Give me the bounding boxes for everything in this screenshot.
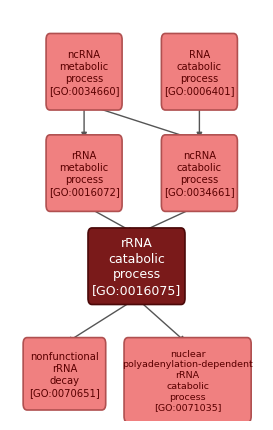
Text: ncRNA
metabolic
process
[GO:0034660]: ncRNA metabolic process [GO:0034660] [49,49,119,95]
Text: rRNA
catabolic
process
[GO:0016075]: rRNA catabolic process [GO:0016075] [92,237,181,296]
FancyBboxPatch shape [46,34,122,111]
FancyBboxPatch shape [46,135,122,212]
Text: RNA
catabolic
process
[GO:0006401]: RNA catabolic process [GO:0006401] [164,49,235,95]
Text: nonfunctional
rRNA
decay
[GO:0070651]: nonfunctional rRNA decay [GO:0070651] [29,351,100,397]
FancyBboxPatch shape [161,34,238,111]
Text: ncRNA
catabolic
process
[GO:0034661]: ncRNA catabolic process [GO:0034661] [164,151,235,197]
Text: rRNA
metabolic
process
[GO:0016072]: rRNA metabolic process [GO:0016072] [49,151,120,197]
FancyBboxPatch shape [161,135,238,212]
FancyBboxPatch shape [88,228,185,305]
FancyBboxPatch shape [23,338,106,410]
FancyBboxPatch shape [124,338,251,422]
Text: nuclear
polyadenylation-dependent
rRNA
catabolic
process
[GO:0071035]: nuclear polyadenylation-dependent rRNA c… [122,349,253,412]
